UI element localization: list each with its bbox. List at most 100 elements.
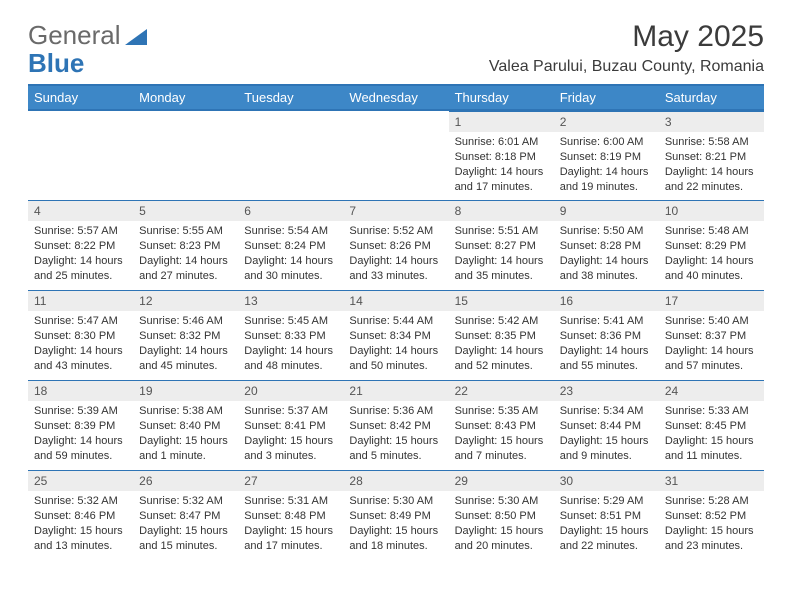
day-body: Sunrise: 5:37 AMSunset: 8:41 PMDaylight:…	[238, 401, 343, 469]
calendar-cell	[238, 110, 343, 200]
calendar-cell: 11Sunrise: 5:47 AMSunset: 8:30 PMDayligh…	[28, 290, 133, 380]
weekday-header: Sunday	[28, 85, 133, 110]
day-body: Sunrise: 6:01 AMSunset: 8:18 PMDaylight:…	[449, 132, 554, 200]
calendar-cell: 18Sunrise: 5:39 AMSunset: 8:39 PMDayligh…	[28, 380, 133, 470]
day-body: Sunrise: 5:47 AMSunset: 8:30 PMDaylight:…	[28, 311, 133, 379]
calendar-cell	[133, 110, 238, 200]
day-body: Sunrise: 5:31 AMSunset: 8:48 PMDaylight:…	[238, 491, 343, 559]
day-number: 1	[449, 111, 554, 132]
day-number: 17	[659, 290, 764, 311]
brand-part1: General	[28, 20, 121, 51]
calendar-cell: 7Sunrise: 5:52 AMSunset: 8:26 PMDaylight…	[343, 200, 448, 290]
calendar-cell: 8Sunrise: 5:51 AMSunset: 8:27 PMDaylight…	[449, 200, 554, 290]
calendar-cell: 4Sunrise: 5:57 AMSunset: 8:22 PMDaylight…	[28, 200, 133, 290]
day-number: 26	[133, 470, 238, 491]
day-body: Sunrise: 5:30 AMSunset: 8:50 PMDaylight:…	[449, 491, 554, 559]
calendar-cell: 6Sunrise: 5:54 AMSunset: 8:24 PMDaylight…	[238, 200, 343, 290]
weekday-header: Monday	[133, 85, 238, 110]
day-number: 23	[554, 380, 659, 401]
calendar-cell: 12Sunrise: 5:46 AMSunset: 8:32 PMDayligh…	[133, 290, 238, 380]
calendar-body: 1Sunrise: 6:01 AMSunset: 8:18 PMDaylight…	[28, 110, 764, 560]
weekday-header: Friday	[554, 85, 659, 110]
day-number: 11	[28, 290, 133, 311]
brand-logo: General	[28, 20, 149, 51]
day-number: 9	[554, 200, 659, 221]
day-number: 3	[659, 111, 764, 132]
weekday-header: Tuesday	[238, 85, 343, 110]
day-body: Sunrise: 5:32 AMSunset: 8:47 PMDaylight:…	[133, 491, 238, 559]
calendar-table: SundayMondayTuesdayWednesdayThursdayFrid…	[28, 84, 764, 560]
day-body: Sunrise: 5:41 AMSunset: 8:36 PMDaylight:…	[554, 311, 659, 379]
day-body: Sunrise: 5:45 AMSunset: 8:33 PMDaylight:…	[238, 311, 343, 379]
day-number: 16	[554, 290, 659, 311]
day-number: 10	[659, 200, 764, 221]
calendar-cell: 31Sunrise: 5:28 AMSunset: 8:52 PMDayligh…	[659, 470, 764, 560]
day-body: Sunrise: 5:44 AMSunset: 8:34 PMDaylight:…	[343, 311, 448, 379]
calendar-cell: 19Sunrise: 5:38 AMSunset: 8:40 PMDayligh…	[133, 380, 238, 470]
weekday-header: Saturday	[659, 85, 764, 110]
calendar-cell: 22Sunrise: 5:35 AMSunset: 8:43 PMDayligh…	[449, 380, 554, 470]
day-body: Sunrise: 5:54 AMSunset: 8:24 PMDaylight:…	[238, 221, 343, 289]
calendar-cell: 14Sunrise: 5:44 AMSunset: 8:34 PMDayligh…	[343, 290, 448, 380]
calendar-cell: 9Sunrise: 5:50 AMSunset: 8:28 PMDaylight…	[554, 200, 659, 290]
day-number: 4	[28, 200, 133, 221]
day-number: 6	[238, 200, 343, 221]
calendar-cell: 15Sunrise: 5:42 AMSunset: 8:35 PMDayligh…	[449, 290, 554, 380]
day-number: 8	[449, 200, 554, 221]
day-body: Sunrise: 5:34 AMSunset: 8:44 PMDaylight:…	[554, 401, 659, 469]
day-body: Sunrise: 5:58 AMSunset: 8:21 PMDaylight:…	[659, 132, 764, 200]
day-number: 5	[133, 200, 238, 221]
day-body: Sunrise: 5:40 AMSunset: 8:37 PMDaylight:…	[659, 311, 764, 379]
calendar-cell: 3Sunrise: 5:58 AMSunset: 8:21 PMDaylight…	[659, 110, 764, 200]
day-number: 13	[238, 290, 343, 311]
calendar-cell: 27Sunrise: 5:31 AMSunset: 8:48 PMDayligh…	[238, 470, 343, 560]
day-number: 27	[238, 470, 343, 491]
day-body: Sunrise: 6:00 AMSunset: 8:19 PMDaylight:…	[554, 132, 659, 200]
calendar-cell: 21Sunrise: 5:36 AMSunset: 8:42 PMDayligh…	[343, 380, 448, 470]
day-number: 14	[343, 290, 448, 311]
day-number: 31	[659, 470, 764, 491]
calendar-cell: 1Sunrise: 6:01 AMSunset: 8:18 PMDaylight…	[449, 110, 554, 200]
day-body: Sunrise: 5:33 AMSunset: 8:45 PMDaylight:…	[659, 401, 764, 469]
calendar-cell: 23Sunrise: 5:34 AMSunset: 8:44 PMDayligh…	[554, 380, 659, 470]
day-body: Sunrise: 5:36 AMSunset: 8:42 PMDaylight:…	[343, 401, 448, 469]
calendar-cell: 16Sunrise: 5:41 AMSunset: 8:36 PMDayligh…	[554, 290, 659, 380]
day-number: 7	[343, 200, 448, 221]
month-title: May 2025	[489, 20, 764, 54]
day-body: Sunrise: 5:35 AMSunset: 8:43 PMDaylight:…	[449, 401, 554, 469]
calendar-cell: 28Sunrise: 5:30 AMSunset: 8:49 PMDayligh…	[343, 470, 448, 560]
calendar-cell: 5Sunrise: 5:55 AMSunset: 8:23 PMDaylight…	[133, 200, 238, 290]
title-block: May 2025 Valea Parului, Buzau County, Ro…	[489, 20, 764, 76]
calendar-cell: 20Sunrise: 5:37 AMSunset: 8:41 PMDayligh…	[238, 380, 343, 470]
day-body: Sunrise: 5:39 AMSunset: 8:39 PMDaylight:…	[28, 401, 133, 469]
day-body: Sunrise: 5:51 AMSunset: 8:27 PMDaylight:…	[449, 221, 554, 289]
day-number: 24	[659, 380, 764, 401]
day-body: Sunrise: 5:46 AMSunset: 8:32 PMDaylight:…	[133, 311, 238, 379]
weekday-header: Wednesday	[343, 85, 448, 110]
day-number: 12	[133, 290, 238, 311]
calendar-cell	[28, 110, 133, 200]
day-body: Sunrise: 5:52 AMSunset: 8:26 PMDaylight:…	[343, 221, 448, 289]
day-number: 25	[28, 470, 133, 491]
day-number: 19	[133, 380, 238, 401]
day-body: Sunrise: 5:29 AMSunset: 8:51 PMDaylight:…	[554, 491, 659, 559]
day-number: 22	[449, 380, 554, 401]
header: General May 2025 Valea Parului, Buzau Co…	[28, 20, 764, 76]
day-number: 30	[554, 470, 659, 491]
day-number: 28	[343, 470, 448, 491]
day-number: 21	[343, 380, 448, 401]
calendar-cell: 24Sunrise: 5:33 AMSunset: 8:45 PMDayligh…	[659, 380, 764, 470]
calendar-cell: 30Sunrise: 5:29 AMSunset: 8:51 PMDayligh…	[554, 470, 659, 560]
calendar-cell: 17Sunrise: 5:40 AMSunset: 8:37 PMDayligh…	[659, 290, 764, 380]
day-body: Sunrise: 5:38 AMSunset: 8:40 PMDaylight:…	[133, 401, 238, 469]
calendar-cell: 2Sunrise: 6:00 AMSunset: 8:19 PMDaylight…	[554, 110, 659, 200]
day-body: Sunrise: 5:30 AMSunset: 8:49 PMDaylight:…	[343, 491, 448, 559]
day-body: Sunrise: 5:42 AMSunset: 8:35 PMDaylight:…	[449, 311, 554, 379]
day-number: 29	[449, 470, 554, 491]
calendar-cell	[343, 110, 448, 200]
day-body: Sunrise: 5:32 AMSunset: 8:46 PMDaylight:…	[28, 491, 133, 559]
calendar-cell: 25Sunrise: 5:32 AMSunset: 8:46 PMDayligh…	[28, 470, 133, 560]
location-subtitle: Valea Parului, Buzau County, Romania	[489, 58, 764, 76]
day-number: 20	[238, 380, 343, 401]
day-number: 18	[28, 380, 133, 401]
